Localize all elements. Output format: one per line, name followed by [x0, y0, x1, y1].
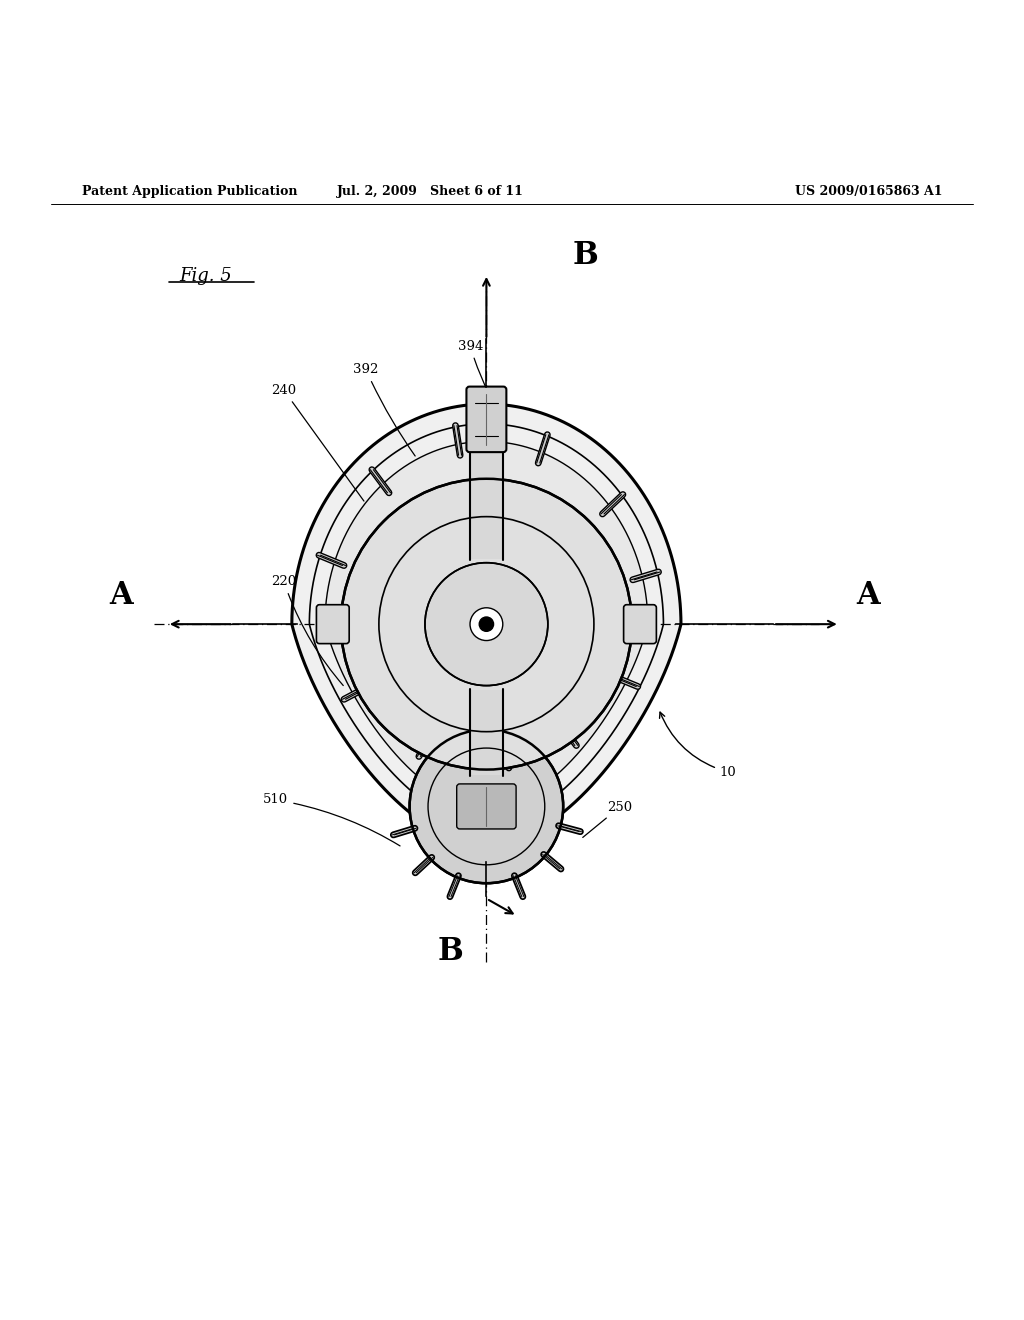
- Text: 240: 240: [271, 384, 364, 502]
- Text: 510: 510: [263, 793, 400, 846]
- Text: Patent Application Publication: Patent Application Publication: [82, 185, 297, 198]
- Ellipse shape: [479, 616, 494, 631]
- Bar: [471, 424, 502, 558]
- Polygon shape: [325, 441, 648, 807]
- Ellipse shape: [341, 479, 632, 770]
- FancyBboxPatch shape: [624, 605, 656, 644]
- Text: 250: 250: [583, 800, 633, 837]
- FancyBboxPatch shape: [316, 605, 349, 644]
- Polygon shape: [292, 404, 681, 845]
- Ellipse shape: [425, 562, 548, 685]
- Text: A: A: [109, 579, 133, 611]
- Bar: [471, 689, 502, 775]
- Text: B: B: [572, 240, 599, 271]
- Text: 10: 10: [659, 713, 736, 779]
- FancyBboxPatch shape: [457, 784, 516, 829]
- Ellipse shape: [410, 730, 563, 883]
- Ellipse shape: [470, 607, 503, 640]
- Text: Fig. 5: Fig. 5: [179, 267, 232, 285]
- Text: Jul. 2, 2009   Sheet 6 of 11: Jul. 2, 2009 Sheet 6 of 11: [337, 185, 523, 198]
- Text: A: A: [856, 579, 881, 611]
- Text: US 2009/0165863 A1: US 2009/0165863 A1: [795, 185, 942, 198]
- Text: B: B: [437, 936, 464, 968]
- Text: 220: 220: [271, 576, 343, 685]
- Text: 394: 394: [458, 339, 489, 395]
- Text: 392: 392: [353, 363, 415, 455]
- FancyBboxPatch shape: [466, 387, 506, 453]
